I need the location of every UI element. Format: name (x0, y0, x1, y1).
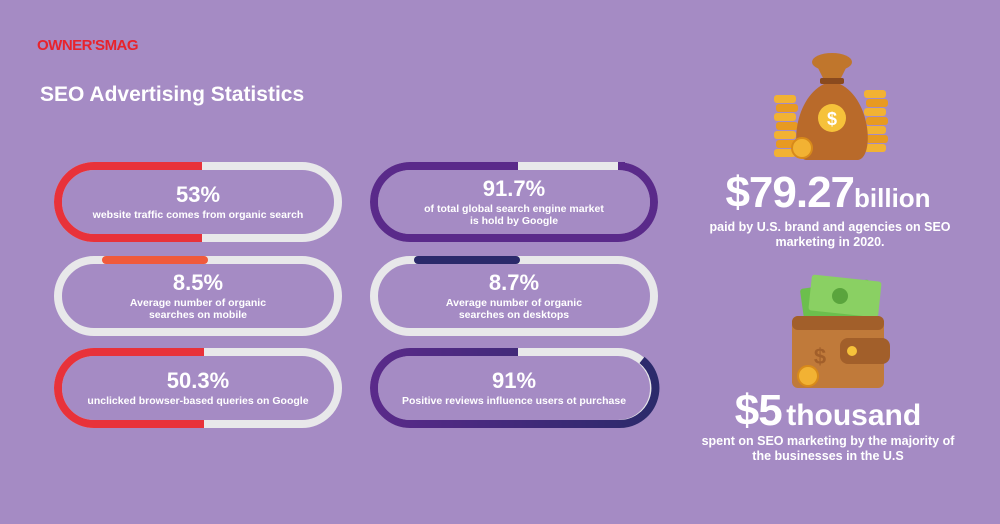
progress-ring (414, 256, 520, 264)
highlight-value-seo-spend: $79.27billion (688, 168, 968, 218)
stat-description: website traffic comes from organic searc… (92, 208, 304, 221)
stat-card-mobile-searches: 8.5% Average number of organic searches … (54, 256, 342, 336)
stat-value: 91.7% (482, 175, 546, 201)
stat-value: 8.5% (172, 269, 224, 295)
svg-text:$: $ (827, 109, 837, 129)
stat-description: Positive reviews influence users ot purc… (401, 394, 627, 407)
stat-card-organic-traffic: 53% website traffic comes from organic s… (54, 162, 342, 242)
highlight-unit: thousand (786, 399, 922, 432)
stat-card-positive-reviews: 91% Positive reviews influence users ot … (370, 348, 660, 429)
stat-card-desktop-searches: 8.7% Average number of organic searches … (370, 256, 658, 336)
stat-description: Average number of organic searches on de… (445, 296, 583, 321)
highlight-description: paid by U.S. brand and agencies on SEO m… (709, 220, 951, 249)
progress-ring (54, 348, 204, 428)
stat-value: 8.7% (488, 269, 540, 295)
page-title: SEO Advertising Statistics (40, 83, 305, 106)
stat-card-google-market: 91.7% of total global search engine mark… (370, 162, 658, 242)
stat-description: unclicked browser-based queries on Googl… (87, 394, 309, 407)
stat-card-unclicked-queries: 50.3% unclicked browser-based queries on… (54, 348, 342, 428)
highlight-number: $79.27 (725, 168, 855, 217)
highlight-description: spent on SEO marketing by the majority o… (701, 434, 955, 463)
stat-value: 53% (175, 181, 221, 207)
stat-value: 91% (491, 367, 537, 393)
stat-value: 50.3% (166, 367, 230, 393)
stat-description: Average number of organic searches on mo… (129, 296, 267, 321)
highlight-unit: billion (854, 183, 931, 213)
progress-ring (370, 348, 660, 429)
highlight-value-business-spend: $5 thousand (688, 386, 968, 436)
progress-ring (102, 256, 208, 264)
brand-logo: OWNER'SMAG (37, 37, 139, 54)
svg-text:$: $ (814, 344, 826, 369)
highlight-number: $5 (734, 386, 783, 435)
wallet-icon: $ (792, 274, 890, 388)
progress-ring (370, 162, 658, 242)
money-bag-icon: $ (774, 53, 888, 160)
stat-description: of total global search engine market is … (424, 202, 604, 227)
progress-ring (54, 162, 202, 242)
